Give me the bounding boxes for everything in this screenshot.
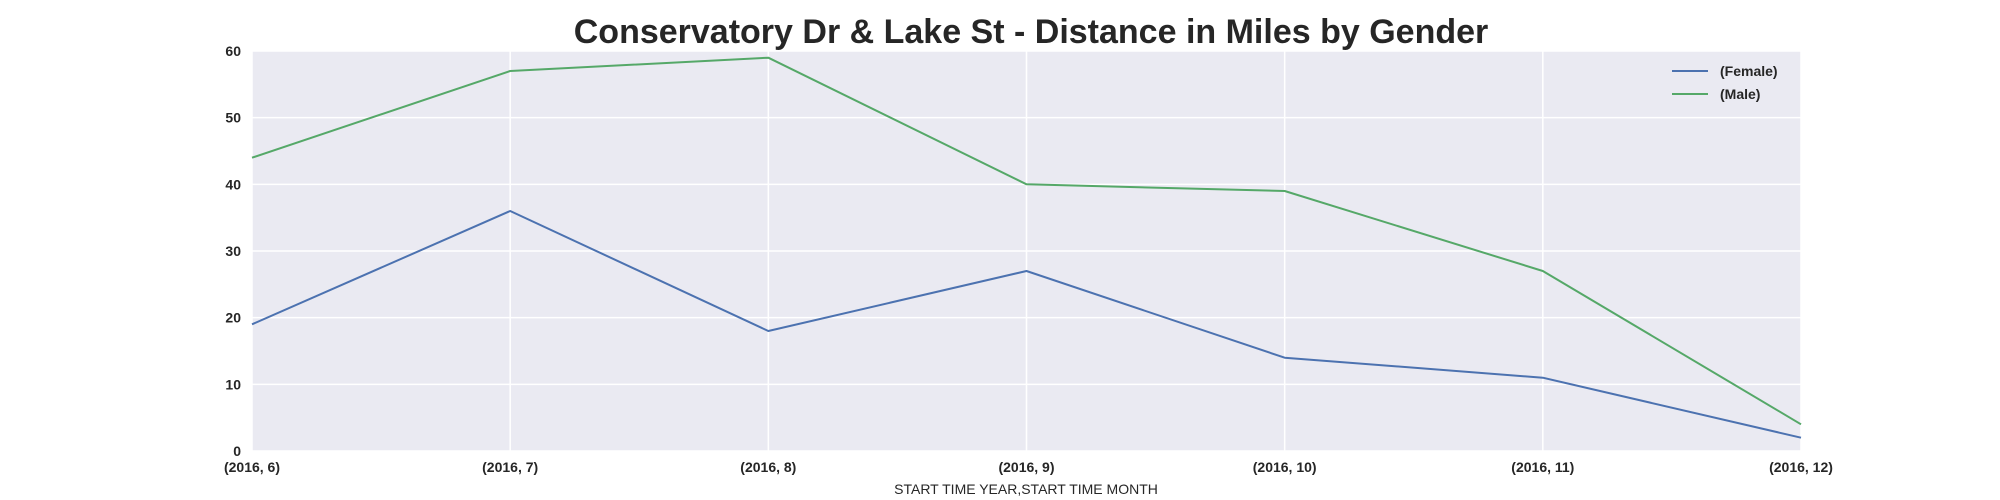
legend: (Female) (Male): [1672, 63, 1778, 102]
x-tick-label: (2016, 9): [998, 459, 1054, 475]
legend-label: (Male): [1720, 86, 1760, 102]
y-axis-ticks: 0 10 20 30 40 50 60: [225, 43, 241, 459]
x-tick-label: (2016, 8): [740, 459, 796, 475]
x-axis-ticks: (2016, 6) (2016, 7) (2016, 8) (2016, 9) (201…: [224, 459, 1833, 475]
x-tick-label: (2016, 10): [1253, 459, 1317, 475]
x-tick-label: (2016, 6): [224, 459, 280, 475]
y-tick-label: 40: [225, 176, 241, 192]
chart-title: Conservatory Dr & Lake St - Distance in …: [574, 13, 1489, 51]
series-line-1: [251, 56, 1802, 426]
x-tick-label: (2016, 7): [482, 459, 538, 475]
y-tick-label: 0: [233, 443, 241, 459]
y-tick-label: 30: [225, 243, 241, 259]
y-tick-label: 50: [225, 110, 241, 126]
y-tick-label: 60: [225, 43, 241, 59]
y-tick-label: 20: [225, 310, 241, 326]
x-tick-label: (2016, 12): [1769, 459, 1833, 475]
y-tick-label: 10: [225, 376, 241, 392]
x-tick-label: (2016, 11): [1511, 459, 1574, 475]
grid-lines: [251, 50, 1802, 452]
series-line-0: [251, 210, 1802, 439]
series-lines: [251, 56, 1802, 439]
legend-label: (Female): [1720, 63, 1778, 79]
x-axis-label: START TIME YEAR,START TIME MONTH: [894, 481, 1158, 497]
